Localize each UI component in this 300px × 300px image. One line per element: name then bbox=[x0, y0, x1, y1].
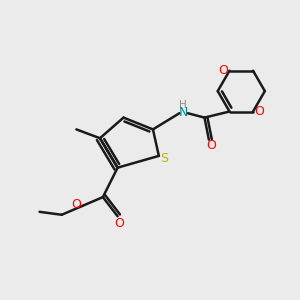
Text: O: O bbox=[71, 198, 81, 211]
Text: O: O bbox=[114, 217, 124, 230]
Text: H: H bbox=[178, 100, 186, 110]
Text: N: N bbox=[178, 106, 188, 119]
Text: O: O bbox=[255, 105, 265, 118]
Text: O: O bbox=[218, 64, 228, 77]
Text: S: S bbox=[160, 152, 168, 165]
Text: O: O bbox=[206, 139, 216, 152]
